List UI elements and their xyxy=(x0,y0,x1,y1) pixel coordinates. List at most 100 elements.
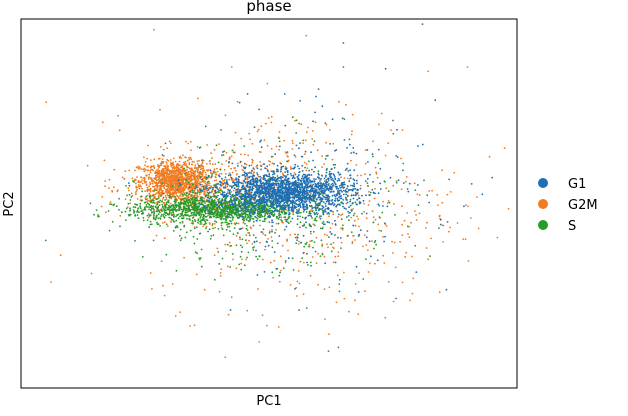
point-g2m xyxy=(257,175,260,178)
point-s xyxy=(175,206,178,209)
point-s xyxy=(181,211,184,213)
point-s xyxy=(245,227,248,230)
point-g2m xyxy=(418,194,421,197)
point-g2m xyxy=(149,159,152,162)
point-s xyxy=(124,210,127,213)
point-g2m xyxy=(163,186,166,189)
point-g2m xyxy=(182,190,185,193)
point-g1 xyxy=(199,183,202,186)
point-g1 xyxy=(377,192,380,195)
point-g2m xyxy=(143,176,146,179)
point-s xyxy=(338,290,341,293)
point-g2m xyxy=(328,333,330,336)
point-g2m xyxy=(284,261,287,264)
point-g2m xyxy=(266,82,269,85)
point-g2m xyxy=(303,161,306,164)
point-s xyxy=(139,207,142,210)
point-s xyxy=(315,215,318,218)
point-s xyxy=(384,180,386,183)
point-g2m xyxy=(162,284,164,287)
point-g2m xyxy=(186,168,189,171)
point-g2m xyxy=(200,163,203,166)
point-g2m xyxy=(200,181,202,184)
point-g2m xyxy=(261,314,264,316)
point-g1 xyxy=(246,210,249,213)
point-s xyxy=(179,221,182,224)
point-g2m xyxy=(317,252,320,255)
point-s xyxy=(366,182,369,185)
point-g2m xyxy=(266,324,268,327)
point-g2m xyxy=(299,226,302,229)
point-s xyxy=(320,239,323,242)
point-s xyxy=(179,239,182,242)
point-g2m xyxy=(148,192,151,195)
point-s xyxy=(292,269,295,271)
point-g2m xyxy=(213,170,216,173)
point-g1 xyxy=(365,212,368,215)
point-s xyxy=(152,239,155,242)
point-g2m xyxy=(228,157,231,160)
point-g2m xyxy=(181,173,183,176)
point-g2m xyxy=(153,28,155,31)
point-g2m xyxy=(337,251,340,254)
point-g2m xyxy=(187,183,190,185)
point-s xyxy=(196,191,199,194)
point-s xyxy=(317,170,320,173)
point-g2m xyxy=(197,97,199,100)
point-s xyxy=(221,257,224,260)
point-s xyxy=(146,219,149,222)
point-s xyxy=(188,193,190,196)
point-g2m xyxy=(143,178,146,181)
point-g2m xyxy=(149,170,152,172)
point-s xyxy=(181,217,184,220)
point-g1 xyxy=(254,209,257,212)
point-s xyxy=(141,190,144,193)
point-g2m xyxy=(147,216,150,219)
point-s xyxy=(294,236,297,239)
point-g2m xyxy=(165,165,167,168)
point-g2m xyxy=(442,224,445,227)
point-g1 xyxy=(296,218,299,220)
point-g2m xyxy=(179,182,182,184)
point-s xyxy=(215,221,218,224)
point-s xyxy=(168,216,171,219)
point-g2m xyxy=(90,272,93,275)
point-g2m xyxy=(251,142,254,145)
point-s xyxy=(221,214,224,217)
point-s xyxy=(295,242,298,245)
point-g2m xyxy=(198,259,201,261)
point-s xyxy=(265,212,267,214)
point-g2m xyxy=(166,163,168,165)
point-s xyxy=(232,208,234,211)
point-s xyxy=(217,194,219,197)
point-s xyxy=(142,219,145,222)
point-s xyxy=(152,214,155,216)
point-g2m xyxy=(351,240,354,243)
point-g2m xyxy=(103,159,106,162)
point-g2m xyxy=(161,158,164,161)
point-s xyxy=(279,213,282,216)
point-g1 xyxy=(246,206,249,209)
point-s xyxy=(177,217,180,220)
point-g2m xyxy=(213,179,216,182)
point-s xyxy=(157,205,160,208)
point-g2m xyxy=(338,100,340,103)
point-g2m xyxy=(165,161,168,164)
point-g2m xyxy=(307,126,309,129)
point-g2m xyxy=(138,187,141,190)
point-g2m xyxy=(367,249,369,252)
point-g2m xyxy=(246,309,249,312)
point-s xyxy=(248,232,251,234)
point-s xyxy=(205,222,207,225)
point-g2m xyxy=(416,193,419,196)
point-g2m xyxy=(162,148,165,151)
point-s xyxy=(224,202,227,205)
point-g2m xyxy=(127,189,130,192)
point-s xyxy=(193,242,196,245)
point-g2m xyxy=(168,180,171,183)
point-s xyxy=(305,243,307,246)
point-s xyxy=(225,219,228,222)
point-s xyxy=(183,203,185,205)
point-g2m xyxy=(496,236,499,239)
point-g2m xyxy=(271,162,274,165)
